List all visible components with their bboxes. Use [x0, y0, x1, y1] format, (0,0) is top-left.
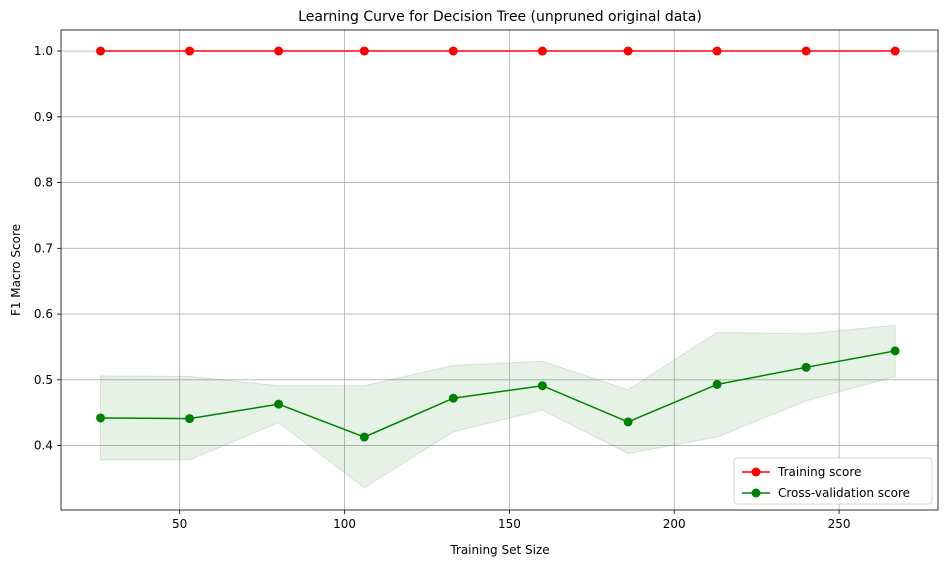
series-1-point	[801, 362, 811, 372]
series-0-point	[448, 46, 458, 56]
series-1-point	[185, 414, 195, 424]
legend-box	[733, 457, 933, 505]
series-0-point	[623, 46, 633, 56]
y-axis-label: F1 Macro Score	[9, 224, 23, 316]
series-lines	[100, 50, 896, 438]
series-0-point	[96, 46, 106, 56]
legend-label-1: Cross-validation score	[778, 486, 910, 500]
x-tick-label: 50	[172, 517, 187, 531]
y-tick-label: 0.6	[34, 307, 53, 321]
series-0-point	[890, 46, 900, 56]
series-1-line	[100, 350, 896, 438]
y-tick-label: 0.7	[34, 241, 53, 255]
series-1-point	[359, 432, 369, 442]
legend-label-0: Training score	[777, 465, 861, 479]
x-tick-label: 200	[663, 517, 686, 531]
series-0-point	[537, 46, 547, 56]
series-1-point	[712, 379, 722, 389]
x-axis-label: Training Set Size	[449, 543, 549, 557]
legend-marker-0	[751, 467, 761, 477]
series-0-point	[274, 46, 284, 56]
axis-ticks: 50 100 150 200 250 0.4 0.5 0.6 0.7 0.8 0.9 1.0	[34, 44, 851, 531]
y-tick-label: 0.4	[34, 439, 53, 453]
series-0-point	[359, 46, 369, 56]
y-tick-label: 0.5	[34, 373, 53, 387]
chart-title: Learning Curve for Decision Tree (unprun…	[298, 9, 702, 25]
series-1-point	[448, 393, 458, 403]
series-0-point	[185, 46, 195, 56]
series-1-band	[100, 324, 896, 489]
series-1-point	[890, 346, 900, 356]
legend-marker-1	[751, 488, 761, 498]
y-tick-label: 1.0	[34, 44, 53, 58]
series-1-point	[274, 399, 284, 409]
x-tick-label: 250	[828, 517, 851, 531]
x-tick-label: 100	[333, 517, 356, 531]
series-1-point	[96, 413, 106, 423]
series-markers	[96, 46, 900, 442]
series-1-point	[537, 381, 547, 391]
x-tick-label: 150	[498, 517, 521, 531]
plot-frame	[60, 29, 939, 511]
series-0-point	[801, 46, 811, 56]
series-1-point	[623, 417, 633, 427]
series-0-point	[712, 46, 722, 56]
y-tick-label: 0.8	[34, 176, 53, 190]
y-tick-label: 0.9	[34, 110, 53, 124]
legend: Training score Cross-validation score	[733, 457, 933, 505]
